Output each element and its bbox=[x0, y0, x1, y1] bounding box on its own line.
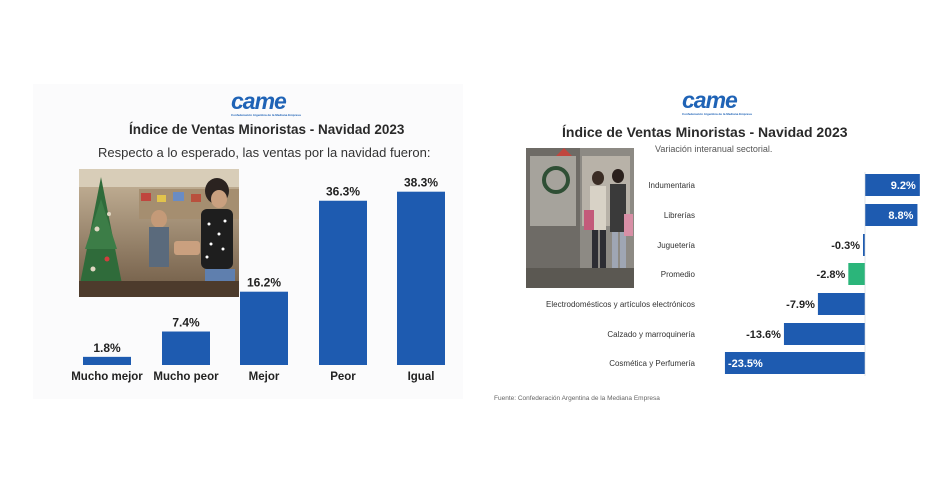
bar-value-label: 38.3% bbox=[404, 176, 438, 190]
bar-value-label: 1.8% bbox=[93, 341, 121, 355]
bar-4 bbox=[817, 293, 865, 315]
category-label: Indumentaria bbox=[648, 181, 695, 190]
logo-subtext: Confederación Argentina de la Mediana Em… bbox=[231, 113, 301, 117]
category-label: Cosmética y Perfumería bbox=[609, 359, 695, 368]
category-label: Electrodomésticos y artículos electrónic… bbox=[546, 300, 695, 309]
category-label: Juguetería bbox=[657, 241, 695, 250]
bar-3 bbox=[848, 263, 865, 285]
category-label: Promedio bbox=[661, 270, 696, 279]
shoppers-photo-illustration bbox=[526, 148, 634, 288]
category-label: Mucho peor bbox=[153, 371, 219, 383]
bar-value-label: -0.3% bbox=[831, 240, 860, 252]
bar-value-label: -2.8% bbox=[817, 269, 846, 281]
bar-5 bbox=[783, 323, 865, 345]
bar-value-label: 16.2% bbox=[247, 276, 281, 290]
store-photo-illustration bbox=[79, 169, 239, 297]
category-label: Igual bbox=[408, 371, 435, 383]
bar-2 bbox=[863, 234, 865, 256]
category-label: Peor bbox=[330, 371, 356, 383]
came-logo: came Confederación Argentina de la Media… bbox=[682, 87, 752, 116]
bar-value-label: -7.9% bbox=[786, 299, 815, 311]
left-bar-chart: 1.8% Mucho mejor 7.4% Mucho peor 16.2% Mejor 3… bbox=[71, 176, 445, 383]
right-chart-subtitle: Variación interanual sectorial. bbox=[655, 144, 773, 154]
bar-peor bbox=[319, 200, 367, 365]
category-label: Calzado y marroquinería bbox=[607, 330, 695, 339]
logo-subtext: Confederación Argentina de la Mediana Em… bbox=[682, 112, 752, 116]
logo-text: came bbox=[231, 88, 287, 114]
bar-mucho-mejor bbox=[83, 356, 131, 365]
bar-6 bbox=[724, 352, 865, 374]
bar-mucho-peor bbox=[162, 331, 210, 365]
category-label: Mejor bbox=[249, 371, 280, 383]
bar-igual bbox=[397, 191, 445, 365]
bar-value-label: 36.3% bbox=[326, 185, 360, 199]
left-chart-panel: came Confederación Argentina de la Media… bbox=[33, 84, 463, 399]
came-logo: came Confederación Argentina de la Media… bbox=[231, 88, 301, 117]
category-label: Mucho mejor bbox=[71, 371, 143, 383]
bar-mejor bbox=[240, 291, 288, 365]
source-note: Fuente: Confederación Argentina de la Me… bbox=[494, 395, 660, 402]
right-chart-panel: came Confederación Argentina de la Media… bbox=[492, 84, 934, 409]
left-chart-subtitle: Respecto a lo esperado, las ventas por l… bbox=[98, 145, 431, 160]
store-christmas-photo bbox=[79, 169, 239, 297]
bar-value-label: -13.6% bbox=[746, 329, 781, 341]
shoppers-photo bbox=[526, 148, 634, 288]
bar-value-label: 7.4% bbox=[172, 316, 200, 330]
bar-value-label: 9.2% bbox=[891, 180, 916, 192]
right-chart-title: Índice de Ventas Minoristas - Navidad 20… bbox=[562, 124, 848, 140]
bar-0 bbox=[865, 174, 920, 196]
bar-value-label: 8.8% bbox=[888, 210, 913, 222]
left-chart-title: Índice de Ventas Minoristas - Navidad 20… bbox=[129, 122, 405, 137]
right-bar-chart: 9.2% Indumentaria 8.8% Librerías -0.3% Juguet… bbox=[546, 172, 920, 376]
logo-text: came bbox=[682, 87, 738, 113]
category-label: Librerías bbox=[664, 211, 695, 220]
bar-value-label: -23.5% bbox=[728, 358, 763, 370]
bar-1 bbox=[865, 204, 918, 226]
